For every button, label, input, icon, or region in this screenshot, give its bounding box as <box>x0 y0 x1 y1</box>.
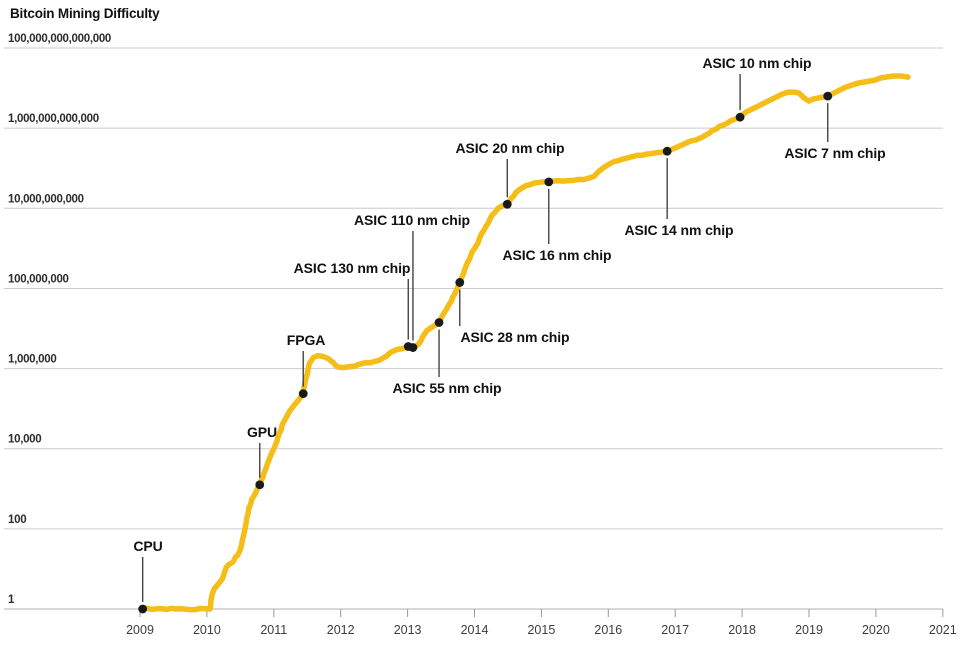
marker-dot-asic-14-nm-chip <box>662 146 672 156</box>
annotation-label-asic-130-nm-chip: ASIC 130 nm chip <box>294 260 411 276</box>
marker-dot-asic-28-nm-chip <box>455 278 465 287</box>
marker-dot-asic-10-nm-chip <box>735 112 745 122</box>
y-tick-label: 100,000,000,000,000 <box>8 33 111 45</box>
x-tick-label-2018: 2018 <box>728 623 756 637</box>
annotation-label-asic-10-nm-chip: ASIC 10 nm chip <box>703 55 812 71</box>
x-tick-label-2019: 2019 <box>795 623 823 637</box>
annotation-label-asic-7-nm-chip: ASIC 7 nm chip <box>784 145 885 161</box>
marker-dot-fpga <box>298 389 308 399</box>
marker-dot-asic-55-nm-chip <box>434 318 444 327</box>
x-tick-label-2010: 2010 <box>193 623 221 637</box>
x-tick-label-2013: 2013 <box>394 623 422 637</box>
marker-dot-asic-110-nm-chip <box>408 343 418 352</box>
x-tick-label-2011: 2011 <box>260 623 287 637</box>
x-tick-label-2016: 2016 <box>594 623 622 637</box>
y-tick-label: 100 <box>8 514 26 526</box>
y-tick-label: 10,000,000,000 <box>8 193 84 205</box>
annotation-label-fpga: FPGA <box>287 332 326 348</box>
y-tick-label: 1,000,000,000,000 <box>8 113 99 125</box>
marker-dot-asic-7-nm-chip <box>823 91 833 101</box>
annotation-label-cpu: CPU <box>133 538 162 554</box>
marker-dot-cpu <box>138 604 148 614</box>
annotation-label-asic-16-nm-chip: ASIC 16 nm chip <box>503 247 612 263</box>
y-tick-label: 100,000,000 <box>8 273 69 285</box>
difficulty-line <box>139 73 911 613</box>
annotation-label-asic-20-nm-chip: ASIC 20 nm chip <box>456 140 565 156</box>
annotation-label-asic-110-nm-chip: ASIC 110 nm chip <box>354 212 470 228</box>
y-tick-label: 10,000 <box>8 434 41 446</box>
chart-title: Bitcoin Mining Difficulty <box>10 6 160 21</box>
x-tick-label-2014: 2014 <box>461 623 489 637</box>
x-tick-label-2009: 2009 <box>126 623 154 637</box>
y-tick-label: 1 <box>8 594 15 606</box>
marker-dot-gpu <box>255 480 265 490</box>
annotation-label-asic-14-nm-chip: ASIC 14 nm chip <box>625 222 734 238</box>
annotation-label-asic-55-nm-chip: ASIC 55 nm chip <box>393 380 502 396</box>
x-tick-label-2021: 2021 <box>929 623 957 637</box>
annotation-label-gpu: GPU <box>247 424 277 440</box>
marker-dot-asic-16-nm-chip <box>544 177 554 187</box>
x-tick-label-2012: 2012 <box>327 623 355 637</box>
x-tick-label-2020: 2020 <box>862 623 890 637</box>
x-tick-label-2017: 2017 <box>661 623 689 637</box>
annotation-label-asic-28-nm-chip: ASIC 28 nm chip <box>461 329 570 345</box>
marker-dot-asic-20-nm-chip <box>502 199 512 209</box>
y-tick-label: 1,000,000 <box>8 354 56 366</box>
x-tick-label-2015: 2015 <box>527 623 555 637</box>
